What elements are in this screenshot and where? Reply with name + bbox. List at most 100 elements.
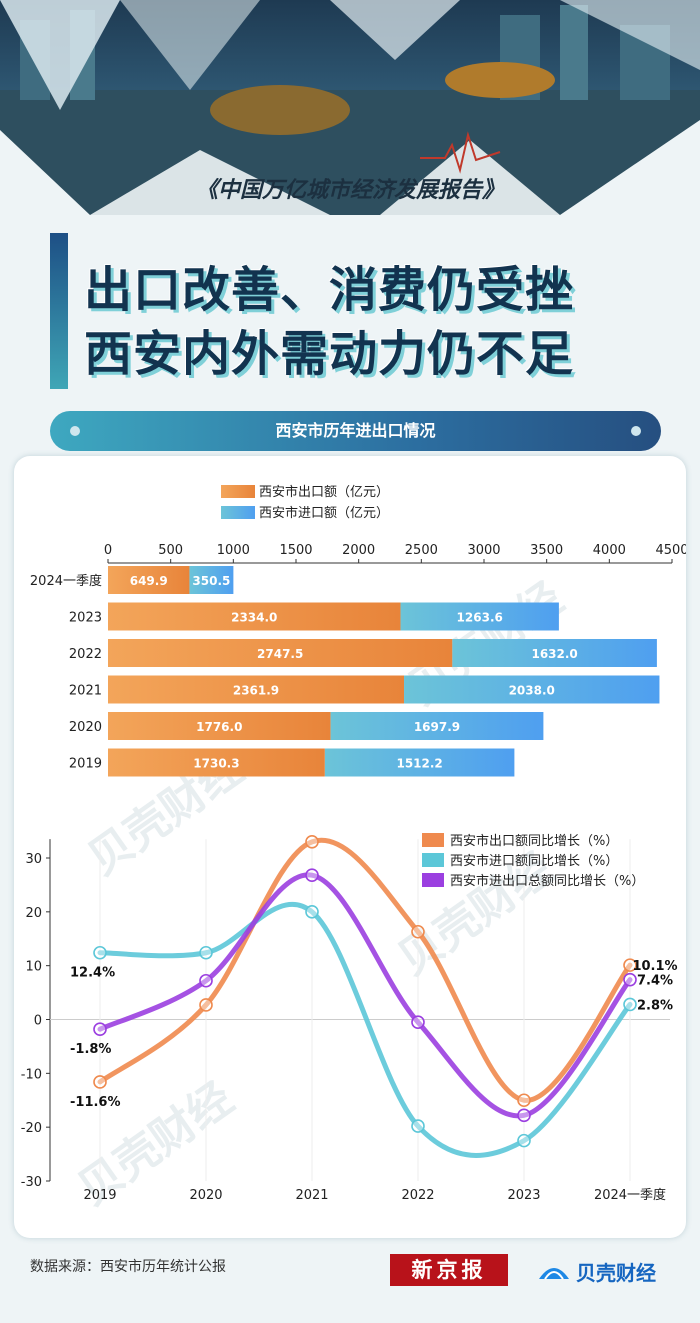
export-bar-label-5: 1730.3 bbox=[193, 757, 239, 771]
line-point-0-5 bbox=[623, 958, 637, 972]
hero-banner: 《中国万亿城市经济发展报告》 bbox=[0, 0, 700, 215]
line-legend-swatch-1 bbox=[422, 853, 444, 867]
import-bar-0 bbox=[189, 566, 234, 594]
line-series-0 bbox=[97, 837, 633, 1103]
line-point-1-3 bbox=[411, 1119, 425, 1133]
line-y-tick-label-0: 30 bbox=[25, 852, 42, 867]
line-point-0-0 bbox=[93, 1075, 107, 1089]
bar-x-tick-label-7: 3500 bbox=[530, 543, 563, 558]
line-series-1 bbox=[97, 901, 633, 1158]
export-bar-2 bbox=[108, 639, 453, 667]
export-bar-label-1: 2334.0 bbox=[231, 611, 277, 625]
line-x-tick-label-0: 2019 bbox=[83, 1188, 116, 1203]
line-x-tick-label-2: 2021 bbox=[295, 1188, 328, 1203]
line-y-tick-label-3: 0 bbox=[34, 1014, 42, 1029]
line-series-2 bbox=[97, 872, 633, 1119]
line-legend-label-0: 西安市出口额同比增长（%） bbox=[450, 833, 618, 849]
line-legend-swatch-0 bbox=[422, 833, 444, 847]
bar-legend-label-1: 西安市进口额（亿元） bbox=[259, 505, 389, 521]
export-bar-1 bbox=[108, 602, 401, 631]
line-point-0-2 bbox=[305, 835, 319, 849]
line-point-1-5 bbox=[623, 997, 637, 1012]
export-bar-label-3: 2361.9 bbox=[233, 684, 279, 698]
import-bar-1 bbox=[400, 602, 559, 631]
section-title: 西安市历年进出口情况 bbox=[275, 421, 436, 440]
bar-legend-swatch-1 bbox=[221, 506, 255, 519]
bar-x-tick-label-5: 2500 bbox=[405, 543, 438, 558]
bar-category-label-5: 2019 bbox=[69, 757, 102, 772]
import-bar-label-0: 350.5 bbox=[192, 574, 230, 588]
line-y-tick-label-4: -10 bbox=[21, 1067, 42, 1082]
charts-svg: 贝壳财经贝壳财经贝壳财经贝壳财经 西安市出口额（亿元）西安市进口额（亿元）050… bbox=[21, 484, 689, 1215]
import-bar-label-4: 1697.9 bbox=[414, 720, 460, 734]
import-bar-label-5: 1512.2 bbox=[396, 757, 442, 771]
left-dot bbox=[70, 426, 80, 436]
line-point-2-5 bbox=[623, 972, 637, 987]
line-point-1-4 bbox=[517, 1133, 531, 1148]
line-x-tick-label-1: 2020 bbox=[189, 1188, 222, 1203]
line-point-1-1 bbox=[199, 945, 213, 960]
bar-category-label-1: 2023 bbox=[69, 611, 102, 626]
bar-x-tick-label-4: 2000 bbox=[342, 543, 375, 558]
import-bar-5 bbox=[324, 748, 515, 777]
line-point-2-1 bbox=[199, 973, 213, 988]
line-y-tick-label-1: 20 bbox=[25, 906, 42, 921]
bar-x-tick-label-0: 0 bbox=[104, 543, 112, 558]
line-legend-label-1: 西安市进口额同比增长（%） bbox=[450, 853, 618, 869]
bar-legend-swatch-0 bbox=[221, 485, 255, 498]
line-annotation-4: 7.4% bbox=[637, 974, 673, 989]
line-annotation-3: 10.1% bbox=[632, 959, 677, 974]
export-bar-5 bbox=[108, 748, 325, 777]
line-legend-swatch-2 bbox=[422, 873, 444, 887]
export-bar-4 bbox=[108, 712, 331, 740]
beike-logo-icon bbox=[539, 1268, 569, 1280]
line-x-tick-label-4: 2023 bbox=[507, 1188, 540, 1203]
import-bar-label-1: 1263.6 bbox=[457, 611, 503, 625]
bar-x-tick-label-6: 3000 bbox=[467, 543, 500, 558]
xinjingbao-logo: 新京报 bbox=[390, 1254, 508, 1286]
chart-card: 贝壳财经贝壳财经贝壳财经贝壳财经 西安市出口额（亿元）西安市进口额（亿元）050… bbox=[14, 456, 689, 1238]
right-dot bbox=[631, 426, 641, 436]
bar-x-tick-label-8: 4000 bbox=[593, 543, 626, 558]
line-annotation-0: 12.4% bbox=[70, 966, 115, 981]
line-point-0-1 bbox=[199, 998, 213, 1012]
bar-category-label-0: 2024一季度 bbox=[30, 573, 102, 589]
export-bar-3 bbox=[108, 675, 405, 704]
line-y-tick-label-6: -30 bbox=[21, 1175, 42, 1190]
line-point-2-2 bbox=[305, 868, 319, 883]
bar-category-label-3: 2021 bbox=[69, 684, 102, 699]
line-point-0-3 bbox=[411, 924, 425, 939]
bar-category-label-2: 2022 bbox=[69, 647, 102, 662]
export-bar-label-2: 2747.5 bbox=[257, 647, 303, 661]
import-bar-label-2: 1632.0 bbox=[531, 647, 577, 661]
city-skyline-image bbox=[0, 0, 700, 215]
line-annotation-1: -1.8% bbox=[70, 1042, 111, 1057]
export-bar-label-4: 1776.0 bbox=[196, 720, 242, 734]
line-point-2-0 bbox=[93, 1022, 107, 1036]
line-point-0-4 bbox=[517, 1093, 531, 1108]
import-bar-4 bbox=[330, 712, 544, 740]
line-y-tick-label-5: -20 bbox=[21, 1121, 42, 1136]
line-annotation-2: -11.6% bbox=[70, 1095, 121, 1110]
beike-logo-text: 贝壳财经 bbox=[576, 1261, 656, 1285]
bar-x-tick-label-9: 4500 bbox=[655, 543, 686, 558]
line-legend-label-2: 西安市进出口总额同比增长（%） bbox=[450, 873, 644, 889]
bar-x-tick-label-2: 1000 bbox=[217, 543, 250, 558]
import-bar-label-3: 2038.0 bbox=[509, 684, 555, 698]
import-bar-3 bbox=[404, 675, 660, 704]
line-x-tick-label-5: 2024一季度 bbox=[594, 1187, 666, 1203]
headline-line-1: 出口改善、消费仍受挫 bbox=[84, 262, 575, 318]
headline-accent-bar bbox=[50, 233, 68, 389]
bar-category-label-4: 2020 bbox=[69, 720, 102, 735]
bar-x-tick-label-3: 1500 bbox=[279, 543, 312, 558]
section-title-bar: 西安市历年进出口情况 bbox=[50, 411, 661, 451]
import-bar-2 bbox=[452, 639, 657, 667]
headline-line-2: 西安内外需动力仍不足 bbox=[84, 326, 575, 382]
line-y-tick-label-2: 10 bbox=[25, 960, 42, 975]
export-bar-label-0: 649.9 bbox=[130, 574, 168, 588]
report-title: 《中国万亿城市经济发展报告》 bbox=[195, 177, 504, 203]
line-point-2-3 bbox=[411, 1015, 425, 1029]
line-point-1-0 bbox=[93, 945, 107, 960]
bar-x-tick-label-1: 500 bbox=[158, 543, 183, 558]
export-bar-0 bbox=[108, 566, 190, 594]
